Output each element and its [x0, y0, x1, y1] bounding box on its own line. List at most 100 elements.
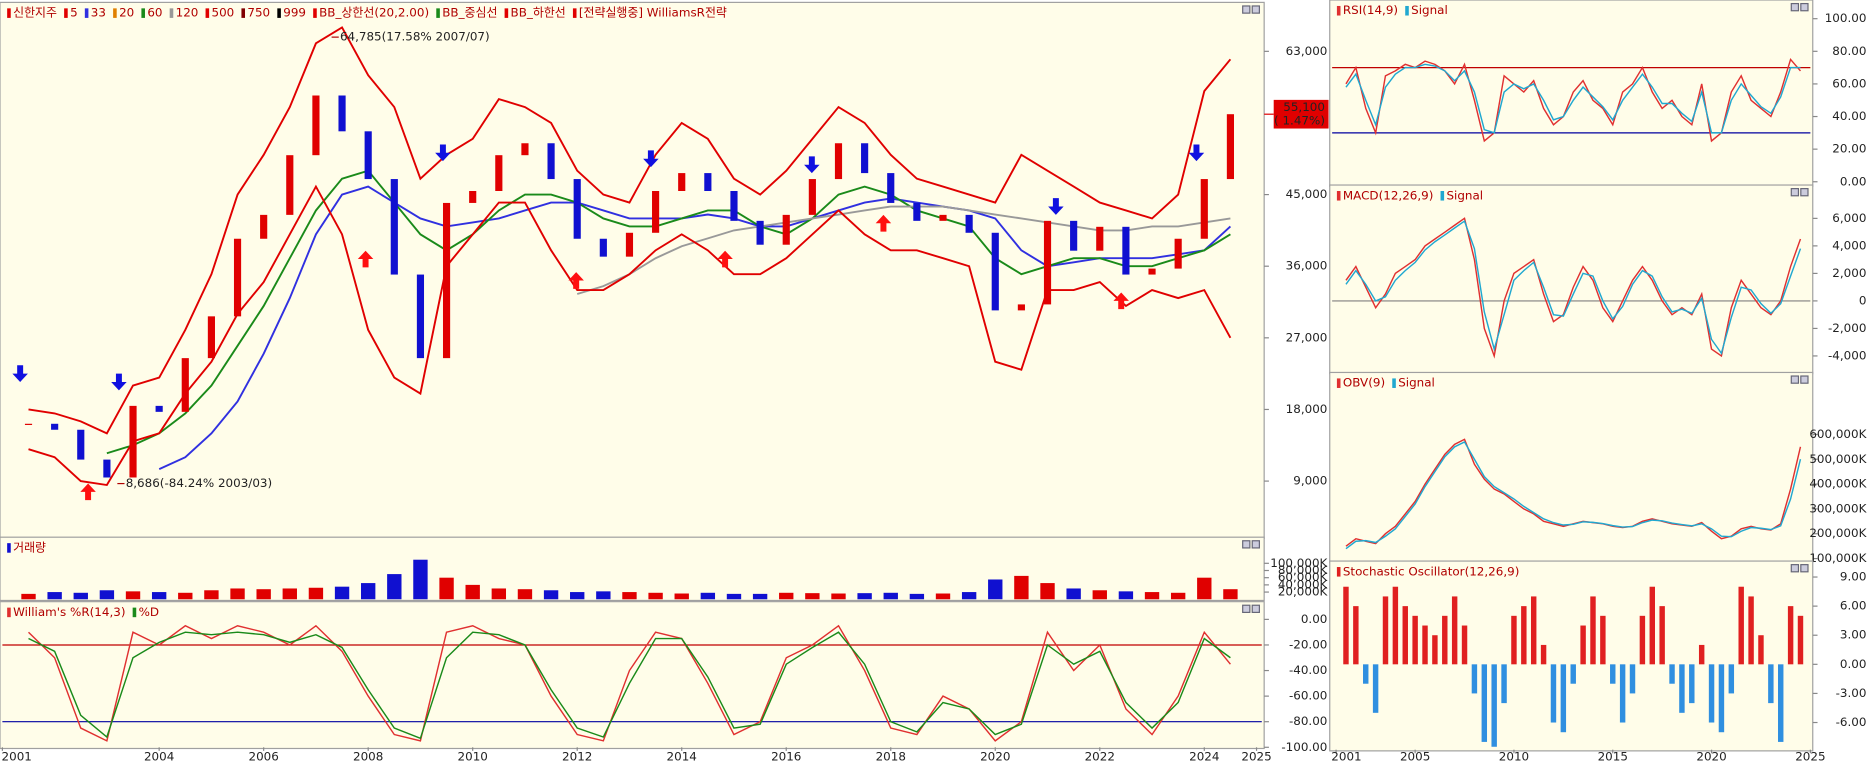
- panel-button: [1790, 2, 1800, 12]
- legend-swatch: [1440, 191, 1445, 201]
- candle: [625, 232, 634, 257]
- candle: [442, 202, 451, 359]
- bar: [674, 593, 689, 600]
- bar: [308, 587, 324, 600]
- panel-button: [1251, 5, 1260, 14]
- candle: [678, 173, 686, 191]
- candle: [521, 143, 529, 156]
- legend-swatch: [169, 8, 174, 18]
- y-tick-label: 80.00: [1832, 44, 1866, 58]
- candle: [469, 191, 477, 203]
- y-tick-label: 20,000K: [1278, 585, 1329, 599]
- bar: [517, 589, 533, 600]
- y-tick-label: 0: [1859, 293, 1867, 307]
- x-tick-label: 2005: [1400, 749, 1430, 763]
- legend-label: OBV(9): [1343, 376, 1385, 390]
- bar: [700, 592, 716, 600]
- candle: [181, 358, 189, 412]
- legend-label: RSI(14,9): [1343, 3, 1398, 17]
- y-tick-label: 6.00: [1840, 599, 1867, 613]
- candle: [887, 173, 895, 203]
- bar: [1014, 575, 1029, 600]
- y-tick-label: 4,000: [1832, 238, 1866, 252]
- y-tick-label: 40.00: [1832, 109, 1866, 123]
- bar: [1610, 664, 1616, 684]
- bar: [1797, 615, 1804, 665]
- legend-swatch: [277, 8, 281, 18]
- candle: [24, 423, 33, 425]
- bar: [1092, 590, 1107, 600]
- last-price-label: 55,100: [1283, 100, 1325, 114]
- candle: [129, 405, 137, 478]
- candle: [77, 429, 85, 460]
- x-tick-label: 2006: [249, 749, 279, 763]
- panel: [1329, 0, 1814, 187]
- bar: [648, 592, 663, 600]
- candle: [207, 316, 215, 359]
- buy-signal: [568, 272, 584, 289]
- candle: [939, 214, 947, 221]
- y-tick-label: 500,000K: [1809, 452, 1867, 466]
- bar: [151, 592, 167, 600]
- candle: [1226, 114, 1234, 180]
- y-tick-label: 0.00: [1840, 657, 1867, 671]
- bar: [1442, 615, 1448, 665]
- y-tick-label: 100.00: [1825, 11, 1867, 25]
- candle: [390, 179, 398, 275]
- candle: [1017, 304, 1025, 311]
- series-line: [28, 26, 1232, 435]
- bar: [1540, 644, 1547, 665]
- bar: [1343, 586, 1349, 665]
- bar: [178, 592, 193, 600]
- bar: [1402, 606, 1408, 665]
- y-tick-label: 60,000K: [1278, 570, 1329, 584]
- bar: [1639, 615, 1646, 665]
- panel: [0, 1, 1265, 539]
- panel-button: [1800, 375, 1809, 384]
- bar: [831, 593, 846, 600]
- candle: [808, 179, 816, 215]
- series-line: [1345, 219, 1802, 355]
- bar: [1521, 606, 1527, 665]
- bar: [1372, 664, 1379, 713]
- x-tick-label: 2001: [2, 749, 32, 763]
- legend-label: BB_상한선(20,2.00): [319, 6, 429, 20]
- candle: [495, 155, 503, 191]
- candle: [51, 423, 59, 430]
- y-tick-label: 0.00: [1301, 612, 1328, 626]
- bar: [1412, 615, 1418, 665]
- bar: [1659, 606, 1665, 665]
- annotation: 64,785(17.58% 2007/07): [340, 30, 490, 44]
- bar: [622, 592, 637, 600]
- candle: [1096, 226, 1104, 251]
- panel-button: [1800, 564, 1809, 573]
- y-tick-label: 45,000: [1286, 187, 1328, 201]
- x-tick-label: 2025: [1241, 749, 1271, 763]
- y-tick-label: 9.00: [1840, 570, 1867, 584]
- bar: [909, 593, 925, 600]
- candle: [338, 95, 346, 132]
- candle: [573, 179, 581, 239]
- bar: [230, 588, 245, 600]
- bar: [726, 593, 742, 600]
- candle: [652, 191, 660, 233]
- legend-swatch: [205, 8, 210, 18]
- legend-label: 33: [91, 6, 106, 20]
- bar: [21, 593, 36, 600]
- legend-label: 5: [70, 6, 78, 20]
- y-tick-label: -6.00: [1836, 715, 1867, 729]
- bar: [779, 592, 794, 600]
- legend-swatch: [7, 607, 11, 618]
- y-tick-label: 63,000: [1286, 44, 1328, 58]
- panel-button: [1790, 564, 1800, 573]
- bar: [1471, 664, 1478, 694]
- legend-swatch: [313, 8, 317, 18]
- bar: [1698, 644, 1705, 665]
- panel-button: [1242, 604, 1251, 613]
- candle: [155, 405, 163, 412]
- x-tick-label: 2018: [876, 749, 906, 763]
- bar: [1689, 664, 1695, 704]
- legend-label: 신한지주: [13, 6, 57, 20]
- bar: [282, 588, 297, 600]
- legend-label: 60: [147, 6, 162, 20]
